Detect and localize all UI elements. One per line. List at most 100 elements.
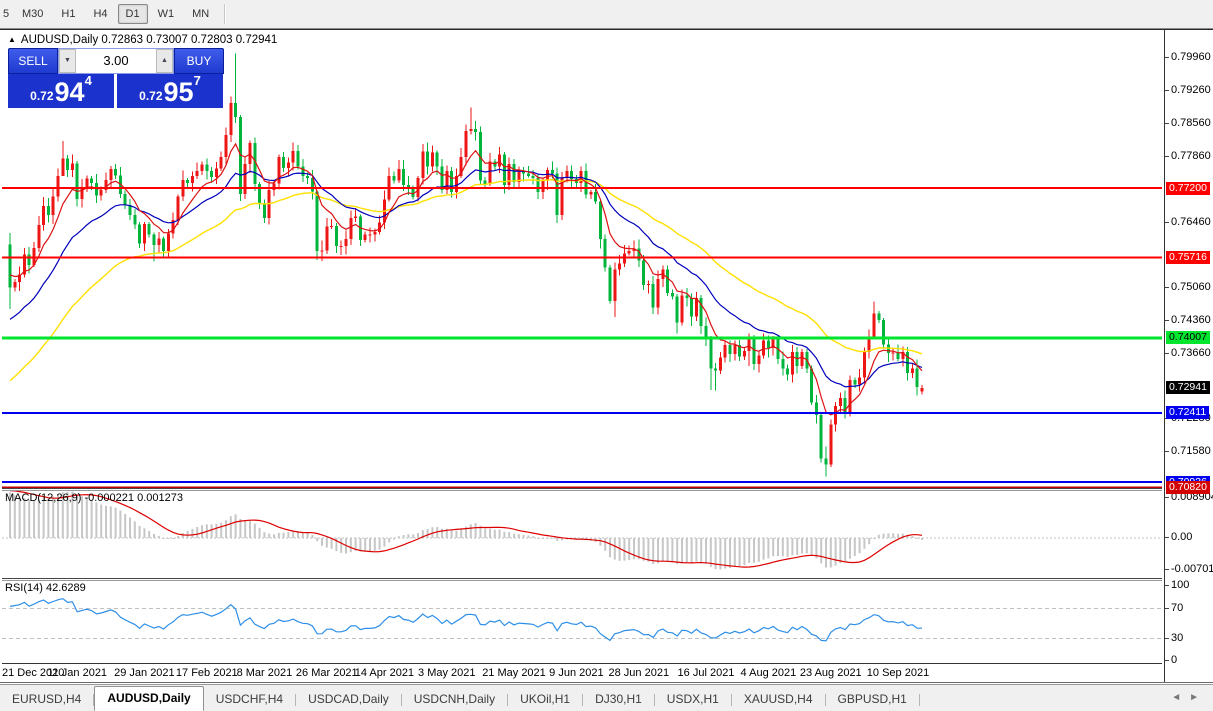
date-label: 28 Jun 2021 xyxy=(608,667,670,679)
timeframe-button-MN[interactable]: MN xyxy=(192,8,210,20)
price-tick-label: 0.75060 xyxy=(1171,281,1211,294)
axis-tick xyxy=(1165,637,1169,639)
price-tick-label: 0.76460 xyxy=(1171,215,1211,228)
rsi-tick-label: 100 xyxy=(1171,579,1190,591)
price-level-badge-0.74007: 0.74007 xyxy=(1166,331,1210,345)
chart-symbol-header: ▲ AUDUSD,Daily 0.72863 0.73007 0.72803 0.… xyxy=(8,34,277,46)
volume-decrease-icon[interactable]: ▼ xyxy=(59,49,76,73)
buy-price-big: 95 xyxy=(163,77,194,107)
price-tick-label: 0.79260 xyxy=(1171,84,1211,97)
axis-tick xyxy=(1165,320,1169,322)
volume-input[interactable]: 3.00 xyxy=(103,53,129,68)
price-tick-label: 0.78560 xyxy=(1171,117,1211,130)
tab-separator xyxy=(582,694,584,706)
buy-price-sup: 7 xyxy=(193,73,201,88)
macd-indicator-label: MACD(12,26,9) -0.000221 0.001273 xyxy=(5,492,183,504)
chart-tab-usdcad-daily[interactable]: USDCAD,Daily xyxy=(308,692,389,706)
date-label: 4 Aug 2021 xyxy=(740,667,797,679)
price-tick-label: 0.71580 xyxy=(1171,444,1211,457)
chart-tab-ukoil-h1[interactable]: UKOil,H1 xyxy=(520,692,571,706)
chart-tab-dj30-h1[interactable]: DJ30,H1 xyxy=(595,692,642,706)
axis-tick xyxy=(1165,221,1169,223)
tab-separator xyxy=(93,694,95,706)
axis-tick xyxy=(1165,287,1169,289)
price-pane xyxy=(2,53,1162,488)
timeframe-toolbar: 5 M30 H1 H4 D1 W1 MN xyxy=(0,0,1213,29)
axis-tick xyxy=(1165,568,1169,570)
timeframe-button-5[interactable]: 5 xyxy=(3,8,10,20)
tab-separator xyxy=(824,694,826,706)
chart-tab-bar: EURUSD,H4 AUDUSD,Daily USDCHF,H4 USDCAD,Dai… xyxy=(0,684,1213,711)
collapse-panel-icon[interactable]: ▲ xyxy=(8,35,16,44)
date-label: 11 Jan 2021 xyxy=(47,667,108,679)
axis-tick xyxy=(1165,123,1169,125)
macd-pane xyxy=(2,491,1162,570)
price-tick-label: 0.77860 xyxy=(1171,150,1211,162)
volume-increase-icon[interactable]: ▲ xyxy=(156,49,173,73)
chart-tab-xauusd-h4[interactable]: XAUUSD,H4 xyxy=(743,692,813,706)
tab-separator xyxy=(295,694,297,706)
date-axis[interactable]: 21 Dec 2020 11 Jan 2021 29 Jan 2021 17 Feb … xyxy=(2,665,1162,681)
volume-stepper[interactable]: ▼ 3.00 ▲ xyxy=(58,48,174,74)
price-chart-canvas[interactable] xyxy=(2,31,1162,664)
date-label: 21 May 2021 xyxy=(482,667,546,679)
date-label: 17 Feb 2021 xyxy=(175,667,238,679)
axis-tick xyxy=(1165,585,1169,586)
timeframe-button-W1[interactable]: W1 xyxy=(157,8,175,20)
date-label: 23 Aug 2021 xyxy=(799,667,862,679)
price-level-badge-0.75716: 0.75716 xyxy=(1166,251,1210,265)
timeframe-button-D1[interactable]: D1 xyxy=(117,4,148,24)
sell-price-big: 94 xyxy=(54,77,85,107)
tab-scroll-left-icon[interactable]: ◄ xyxy=(1171,692,1190,703)
sell-price-prefix: 0.72 xyxy=(30,89,54,103)
date-label: 21 Dec 2020 xyxy=(2,667,65,679)
sell-button[interactable]: SELL xyxy=(8,48,58,74)
date-label: 10 Sep 2021 xyxy=(866,667,930,679)
price-tick-label: 0.73660 xyxy=(1171,347,1211,360)
timeframe-button-M30[interactable]: M30 xyxy=(22,8,44,20)
rsi-tick-label: 0 xyxy=(1171,654,1178,666)
price-level-badge-0.77200: 0.77200 xyxy=(1166,181,1210,195)
rsi-pane xyxy=(2,597,1162,642)
sell-price-sup: 4 xyxy=(84,73,92,88)
axis-tick xyxy=(1165,90,1169,92)
price-level-badge-0.72411: 0.72411 xyxy=(1166,406,1210,420)
date-label: 9 Jun 2021 xyxy=(549,667,604,679)
date-label: 14 Apr 2021 xyxy=(354,667,415,679)
axis-tick xyxy=(1165,156,1169,157)
tab-separator xyxy=(653,694,655,706)
rsi-tick-label: 30 xyxy=(1171,631,1184,644)
chart-tab-eurusd-h4[interactable]: EURUSD,H4 xyxy=(12,692,82,706)
axis-tick xyxy=(1165,497,1169,498)
macd-tick-label: 0.00 xyxy=(1171,531,1193,543)
axis-tick xyxy=(1165,450,1169,452)
tab-separator xyxy=(507,694,509,706)
tab-separator xyxy=(400,694,402,706)
buy-button[interactable]: BUY xyxy=(174,48,224,74)
timeframe-button-H4[interactable]: H4 xyxy=(93,8,108,20)
chart-window[interactable]: ▲ AUDUSD,Daily 0.72863 0.73007 0.72803 0.… xyxy=(0,29,1213,683)
chart-tab-usdchf-h4[interactable]: USDCHF,H4 xyxy=(215,692,284,706)
date-label: 8 Mar 2021 xyxy=(236,667,293,679)
chart-tab-audusd-daily[interactable]: AUDUSD,Daily xyxy=(94,686,204,711)
one-click-trade-panel: SELL ▼ 3.00 ▲ BUY 0.72 94 4 0.72 95 7 xyxy=(8,48,224,108)
sell-price[interactable]: 0.72 94 4 xyxy=(8,74,114,108)
chart-tab-gbpusd-h1[interactable]: GBPUSD,H1 xyxy=(837,692,907,706)
buy-price[interactable]: 0.72 95 7 xyxy=(117,74,223,108)
price-axis[interactable]: 0.79960 0.79260 0.78560 0.77860 0.76460 0.750… xyxy=(1165,31,1213,681)
axis-tick xyxy=(1165,537,1169,538)
axis-tick xyxy=(1165,660,1169,661)
macd-tick-label: -0.007013 xyxy=(1171,562,1213,575)
price-level-badge-0.72941: 0.72941 xyxy=(1166,381,1210,395)
axis-tick xyxy=(1165,353,1169,355)
buy-price-prefix: 0.72 xyxy=(139,89,163,103)
chart-tab-usdx-h1[interactable]: USDX,H1 xyxy=(666,692,719,706)
date-label: 3 May 2021 xyxy=(418,667,476,679)
tab-scroll-right-icon[interactable]: ► xyxy=(1189,692,1207,703)
date-label: 16 Jul 2021 xyxy=(677,667,735,679)
tab-separator xyxy=(918,694,920,706)
symbol-ohlc-text: AUDUSD,Daily 0.72863 0.73007 0.72803 0.7… xyxy=(20,34,278,46)
chart-tab-usdcnh-daily[interactable]: USDCNH,Daily xyxy=(413,692,496,706)
timeframe-button-H1[interactable]: H1 xyxy=(61,8,76,20)
